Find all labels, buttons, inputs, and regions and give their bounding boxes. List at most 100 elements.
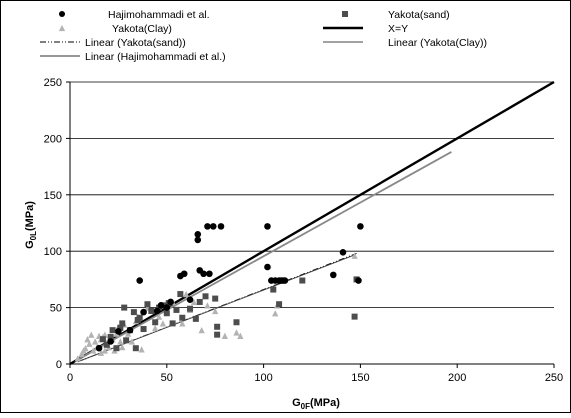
data-point [200, 270, 207, 278]
data-point [212, 295, 219, 302]
y-tick-label: 100 [44, 246, 62, 258]
data-point [339, 249, 347, 256]
data-point [270, 286, 277, 293]
data-point [194, 230, 202, 238]
data-point [173, 306, 180, 313]
data-point [179, 320, 186, 327]
data-points [74, 223, 364, 362]
data-point [58, 24, 66, 32]
data-point [342, 11, 348, 17]
data-point [115, 327, 122, 335]
data-point [92, 338, 99, 345]
data-point [152, 319, 159, 326]
data-point [123, 337, 130, 344]
legend-label: Yakota(sand) [388, 9, 450, 21]
data-point [190, 298, 198, 306]
data-point [140, 308, 147, 316]
data-point [124, 330, 132, 337]
data-point [264, 263, 271, 271]
x-tick-label: 200 [448, 372, 466, 384]
data-point [136, 314, 143, 321]
y-tick-label: 200 [44, 133, 62, 145]
data-point [187, 305, 194, 312]
data-point [97, 349, 105, 356]
data-point [281, 277, 289, 284]
legend-label: Yakota(Clay) [112, 23, 172, 35]
data-point [88, 331, 95, 338]
data-point [204, 223, 211, 230]
data-point [107, 333, 114, 340]
data-point [153, 307, 161, 315]
y-tick-label: 150 [44, 190, 62, 202]
data-point [138, 346, 145, 353]
data-point [276, 301, 283, 308]
data-point [233, 329, 240, 336]
data-point [159, 320, 167, 327]
data-point [237, 332, 244, 339]
data-point [101, 347, 108, 354]
data-point [329, 271, 337, 279]
data-point [221, 332, 229, 339]
data-point [163, 310, 170, 317]
data-point [206, 270, 213, 278]
legend-label: Linear (Yakota(sand)) [85, 37, 186, 49]
data-point [204, 302, 211, 309]
legend-label: Hajimohammadi et al. [108, 9, 210, 21]
x-tick-label: 250 [545, 372, 563, 384]
data-point [180, 270, 188, 278]
data-point [113, 345, 120, 352]
data-point [78, 350, 85, 357]
y-axis-title: G0L(MPa) [24, 201, 38, 249]
data-point [144, 301, 151, 308]
data-point [169, 320, 176, 327]
data-point [95, 344, 103, 352]
data-point [179, 314, 186, 321]
trend-line [77, 151, 452, 361]
data-point [212, 307, 219, 315]
data-point [163, 304, 171, 311]
legend: Hajimohammadi et al. Yakota(sand) Yakota(C… [40, 9, 487, 63]
data-point [132, 345, 139, 352]
data-point [177, 291, 184, 298]
data-point [194, 236, 202, 244]
x-tick-label: 50 [161, 372, 173, 384]
data-point [233, 319, 240, 326]
data-point [121, 304, 128, 311]
data-point [217, 223, 225, 230]
data-point [214, 331, 221, 338]
data-point [357, 223, 364, 230]
data-point [148, 307, 155, 314]
data-point [183, 290, 190, 298]
data-point [58, 10, 66, 18]
trend-line [77, 252, 357, 363]
legend-label: Linear (Hajimohammadi et al.) [85, 51, 226, 63]
data-point [74, 355, 81, 362]
data-point [128, 338, 136, 345]
data-point [82, 345, 89, 352]
data-point [136, 277, 143, 284]
data-point [264, 223, 271, 230]
data-point [167, 298, 174, 306]
data-point [109, 327, 116, 334]
legend-label: X=Y [388, 23, 408, 35]
data-point [209, 223, 217, 230]
x-axis-title: G0F(MPa) [292, 397, 340, 411]
x-tick-labels: 0 50 100 150 200 250 [67, 364, 563, 384]
data-point [99, 336, 106, 343]
grid-lines [70, 81, 554, 309]
data-point [119, 343, 126, 351]
data-point [130, 309, 137, 316]
data-point [90, 347, 97, 354]
data-point [119, 320, 126, 327]
data-point [299, 277, 306, 284]
data-point [157, 302, 165, 309]
x-tick-label: 100 [254, 372, 272, 384]
x-tick-label: 0 [67, 372, 73, 384]
data-point [351, 313, 358, 320]
y-tick-label: 50 [50, 303, 62, 315]
data-point [86, 340, 93, 347]
data-point [214, 323, 221, 330]
data-point [152, 324, 159, 332]
data-point [196, 298, 203, 305]
y-tick-label: 0 [56, 359, 62, 371]
